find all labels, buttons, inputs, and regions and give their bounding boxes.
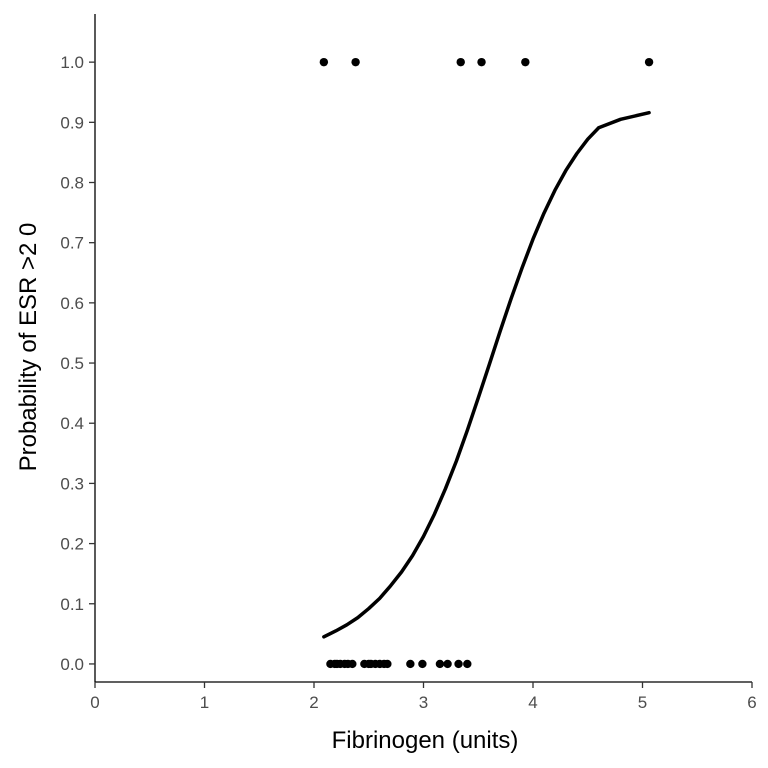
y-tick-label: 0.9	[60, 113, 84, 132]
data-point	[644, 57, 654, 67]
y-axis: 0.0 0.1 0.2 0.3 0.4 0.5 0.6 0.7 0.8 0.9 1.0	[60, 14, 96, 682]
y-tick-label: 0.0	[60, 655, 84, 674]
x-tick-label: 2	[309, 693, 318, 712]
x-axis-title: Fibrinogen (units)	[332, 727, 519, 754]
y-tick-label: 0.5	[60, 354, 84, 373]
x-tick-label: 3	[419, 693, 428, 712]
data-point	[319, 57, 329, 67]
data-points-layer	[319, 57, 654, 669]
data-point	[348, 659, 357, 669]
fitted-curve-layer	[322, 110, 651, 639]
x-tick-label: 5	[638, 693, 647, 712]
data-point	[454, 659, 463, 669]
fitted-probability-line	[322, 110, 651, 639]
data-point	[383, 659, 392, 669]
data-point	[418, 659, 427, 669]
x-tick-label: 0	[90, 693, 99, 712]
x-tick-label: 1	[200, 693, 209, 712]
y-tick-label: 0.7	[60, 234, 84, 253]
y-tick-label: 0.6	[60, 294, 84, 313]
x-axis: 0 1 2 3 4 5 6	[90, 681, 757, 712]
data-point	[477, 57, 486, 67]
data-point	[463, 659, 472, 669]
y-axis-title: Probability of ESR >2 0	[15, 223, 42, 472]
x-tick-label: 6	[747, 693, 756, 712]
y-tick-label: 0.4	[60, 414, 84, 433]
y-tick-label: 0.1	[60, 595, 84, 614]
data-point	[443, 659, 452, 669]
y-tick-label: 0.3	[60, 474, 84, 493]
data-point	[521, 57, 530, 67]
y-tick-label: 0.2	[60, 535, 84, 554]
y-tick-label: 1.0	[60, 53, 84, 72]
data-point	[435, 659, 445, 669]
y-tick-label: 0.8	[60, 174, 84, 193]
x-tick-label: 4	[528, 693, 537, 712]
data-point	[406, 659, 415, 669]
data-point	[351, 57, 360, 67]
data-point	[456, 57, 465, 67]
